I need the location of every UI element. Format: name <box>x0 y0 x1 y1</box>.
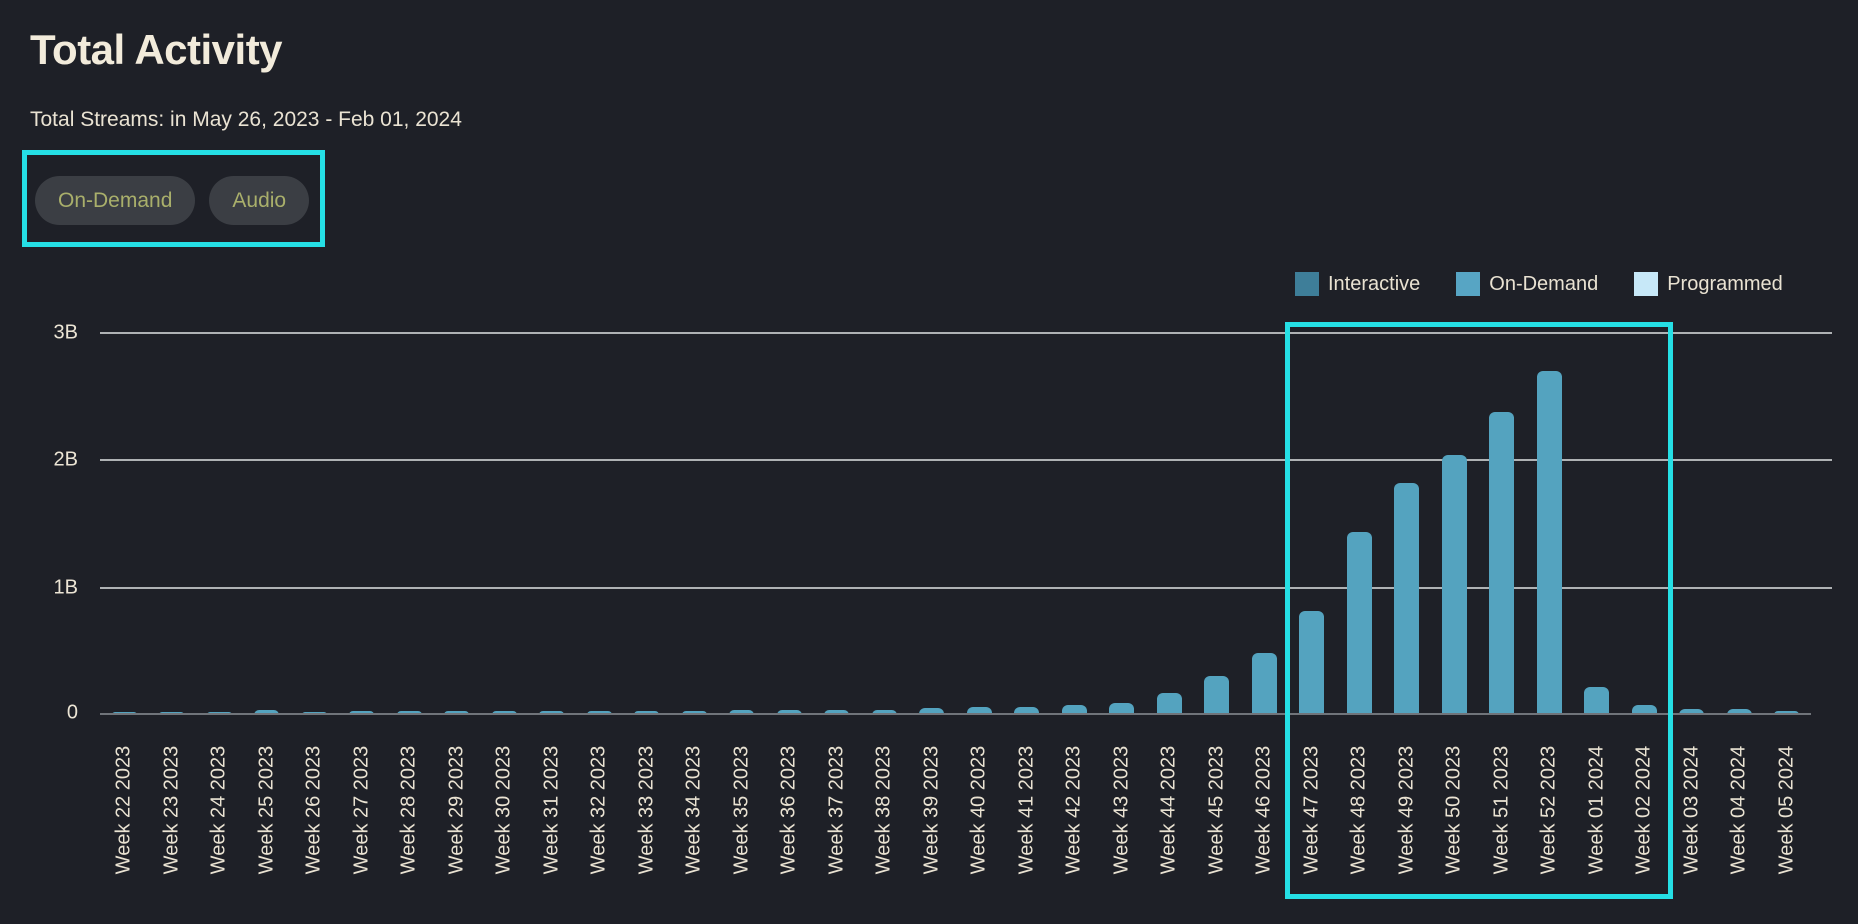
x-axis-label-week-43-2023: Week 43 2023 <box>1110 745 1132 875</box>
bar-week-52-2023[interactable] <box>1536 371 1562 715</box>
bar-week-51-2023[interactable] <box>1489 411 1514 715</box>
x-axis-label-week-40-2023: Week 40 2023 <box>967 745 990 875</box>
y-tick-label-1B: 1B <box>53 576 78 599</box>
x-axis-label-week-22-2023: Week 22 2023 <box>112 745 135 875</box>
x-axis-label-week-48-2023: Week 48 2023 <box>1347 745 1370 875</box>
legend-swatch-on-demand <box>1456 272 1481 296</box>
x-axis-label-week-44-2023: Week 44 2023 <box>1157 745 1180 875</box>
x-axis-label-week-45-2023: Week 45 2023 <box>1205 745 1227 875</box>
x-axis-label-week-50-2023: Week 50 2023 <box>1442 745 1465 875</box>
filter-button-on-demand[interactable]: On-Demand <box>35 176 196 225</box>
x-axis-label-week-47-2023: Week 47 2023 <box>1300 745 1322 875</box>
bar-week-38-2023[interactable] <box>871 709 897 715</box>
x-axis-label-week-38-2023: Week 38 2023 <box>872 745 895 875</box>
x-axis-label-week-36-2023: Week 36 2023 <box>777 745 800 875</box>
x-axis-label-week-29-2023: Week 29 2023 <box>445 745 467 875</box>
bar-week-45-2023[interactable] <box>1204 675 1229 715</box>
x-axis-label-week-02-2024: Week 02 2024 <box>1632 745 1655 875</box>
bar-week-41-2023[interactable] <box>1014 706 1039 715</box>
legend-label-programmed: Programmed <box>1667 272 1783 295</box>
legend-label-interactive: Interactive <box>1328 272 1421 295</box>
x-axis-label-week-32-2023: Week 32 2023 <box>587 745 610 875</box>
page-subtitle: Total Streams: in May 26, 2023 - Feb 01,… <box>30 108 462 131</box>
legend-item-programmed[interactable]: Programmed <box>1634 272 1783 296</box>
x-axis-label-week-39-2023: Week 39 2023 <box>920 745 942 875</box>
legend-label-on-demand: On-Demand <box>1489 272 1599 295</box>
x-axis-label-week-41-2023: Week 41 2023 <box>1015 745 1037 875</box>
x-axis-label-week-31-2023: Week 31 2023 <box>540 745 562 875</box>
bar-week-39-2023[interactable] <box>919 707 944 715</box>
bar-week-48-2023[interactable] <box>1346 531 1372 715</box>
bar-week-46-2023[interactable] <box>1251 652 1277 715</box>
gridline-2B <box>100 459 1832 462</box>
legend-swatch-programmed <box>1634 272 1659 296</box>
bar-week-25-2023[interactable] <box>254 709 279 715</box>
x-axis-label-week-04-2024: Week 04 2024 <box>1727 745 1750 875</box>
bar-week-04-2024[interactable] <box>1726 709 1752 715</box>
x-axis-label-week-03-2024: Week 03 2024 <box>1680 745 1702 875</box>
x-axis-label-week-30-2023: Week 30 2023 <box>492 745 515 875</box>
x-axis-line <box>100 713 1811 715</box>
bar-week-36-2023[interactable] <box>776 709 802 715</box>
filter-button-audio[interactable]: Audio <box>209 176 310 225</box>
bar-week-03-2024[interactable] <box>1679 709 1704 715</box>
x-axis-label-week-49-2023: Week 49 2023 <box>1395 745 1417 875</box>
x-axis-label-week-34-2023: Week 34 2023 <box>682 745 705 875</box>
x-axis-label-week-01-2024: Week 01 2024 <box>1585 745 1607 875</box>
x-axis-label-week-37-2023: Week 37 2023 <box>825 745 847 875</box>
bar-week-50-2023[interactable] <box>1441 455 1467 715</box>
bar-week-02-2024[interactable] <box>1631 704 1657 715</box>
y-tick-label-0: 0 <box>66 701 78 724</box>
bar-week-44-2023[interactable] <box>1156 693 1182 715</box>
bar-week-37-2023[interactable] <box>824 709 849 715</box>
gridline-1B <box>100 586 1832 589</box>
bar-week-40-2023[interactable] <box>966 707 992 715</box>
x-axis-label-week-35-2023: Week 35 2023 <box>730 745 752 875</box>
bar-week-49-2023[interactable] <box>1394 483 1419 715</box>
bar-week-47-2023[interactable] <box>1299 610 1324 715</box>
x-axis-label-week-27-2023: Week 27 2023 <box>350 745 372 875</box>
bar-week-42-2023[interactable] <box>1061 704 1087 715</box>
y-tick-label-3B: 3B <box>53 321 78 344</box>
x-axis-label-week-05-2024: Week 05 2024 <box>1775 745 1797 875</box>
y-tick-label-2B: 2B <box>53 448 78 471</box>
x-axis-label-week-28-2023: Week 28 2023 <box>397 745 420 875</box>
gridline-3B <box>100 332 1832 334</box>
x-axis-label-week-25-2023: Week 25 2023 <box>255 745 277 875</box>
x-axis-label-week-46-2023: Week 46 2023 <box>1252 745 1275 875</box>
x-axis-label-week-52-2023: Week 52 2023 <box>1537 745 1560 875</box>
x-axis-label-week-26-2023: Week 26 2023 <box>302 745 325 875</box>
x-axis-label-week-24-2023: Week 24 2023 <box>207 745 230 875</box>
legend-item-interactive[interactable]: Interactive <box>1295 272 1420 296</box>
bar-week-01-2024[interactable] <box>1584 686 1609 715</box>
legend-swatch-interactive <box>1295 272 1319 296</box>
x-axis-label-week-33-2023: Week 33 2023 <box>635 745 657 875</box>
bar-week-43-2023[interactable] <box>1109 702 1134 715</box>
legend-item-on-demand[interactable]: On-Demand <box>1456 272 1598 296</box>
x-axis-label-week-23-2023: Week 23 2023 <box>160 745 182 875</box>
x-axis-label-week-51-2023: Week 51 2023 <box>1490 745 1512 875</box>
chart-legend: Interactive On-Demand Programmed <box>1295 272 1783 296</box>
bar-week-35-2023[interactable] <box>729 709 754 715</box>
page-title: Total Activity <box>30 26 283 73</box>
filter-buttons-row: On-Demand Audio <box>35 176 310 225</box>
x-axis-label-week-42-2023: Week 42 2023 <box>1062 745 1085 875</box>
